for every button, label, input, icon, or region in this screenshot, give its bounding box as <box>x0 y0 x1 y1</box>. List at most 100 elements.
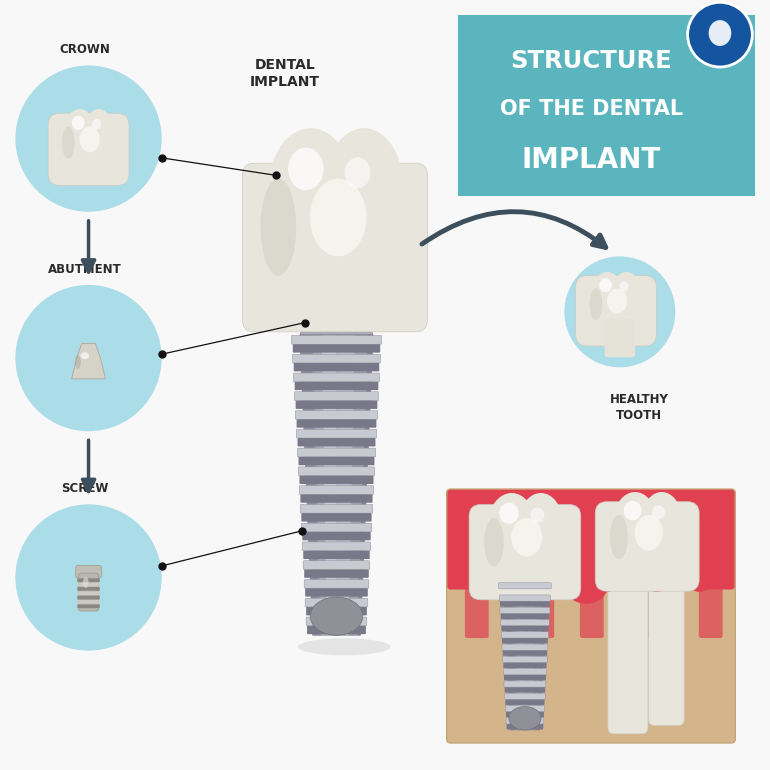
FancyBboxPatch shape <box>300 475 373 484</box>
FancyBboxPatch shape <box>604 319 635 357</box>
FancyBboxPatch shape <box>293 354 380 363</box>
FancyBboxPatch shape <box>77 587 100 591</box>
Text: ABUTMENT: ABUTMENT <box>48 263 122 276</box>
Ellipse shape <box>599 278 612 292</box>
FancyBboxPatch shape <box>580 564 604 638</box>
FancyBboxPatch shape <box>77 596 100 599</box>
Ellipse shape <box>92 119 102 129</box>
FancyBboxPatch shape <box>505 705 544 711</box>
Polygon shape <box>504 583 546 730</box>
Ellipse shape <box>614 492 656 547</box>
FancyBboxPatch shape <box>502 644 548 651</box>
FancyBboxPatch shape <box>499 595 551 601</box>
FancyBboxPatch shape <box>77 578 100 582</box>
Ellipse shape <box>613 272 641 309</box>
FancyBboxPatch shape <box>300 486 373 494</box>
Circle shape <box>688 2 752 67</box>
FancyBboxPatch shape <box>77 600 100 604</box>
Ellipse shape <box>72 116 85 130</box>
FancyBboxPatch shape <box>302 542 371 551</box>
FancyBboxPatch shape <box>304 569 369 578</box>
Ellipse shape <box>563 561 609 604</box>
Ellipse shape <box>65 109 95 149</box>
Polygon shape <box>348 335 368 635</box>
FancyBboxPatch shape <box>296 430 377 438</box>
FancyBboxPatch shape <box>296 400 377 409</box>
FancyBboxPatch shape <box>507 723 544 729</box>
Ellipse shape <box>83 577 89 588</box>
Ellipse shape <box>85 109 113 147</box>
FancyBboxPatch shape <box>500 608 550 614</box>
Polygon shape <box>322 335 336 635</box>
FancyBboxPatch shape <box>77 604 100 608</box>
Ellipse shape <box>499 503 519 524</box>
FancyBboxPatch shape <box>502 638 547 644</box>
FancyBboxPatch shape <box>295 410 378 419</box>
FancyBboxPatch shape <box>531 564 554 638</box>
FancyBboxPatch shape <box>500 613 549 619</box>
FancyBboxPatch shape <box>299 457 374 465</box>
Circle shape <box>15 285 162 431</box>
Ellipse shape <box>310 597 363 635</box>
Ellipse shape <box>652 505 665 520</box>
Ellipse shape <box>624 500 641 521</box>
Ellipse shape <box>682 554 717 592</box>
FancyBboxPatch shape <box>501 632 548 638</box>
FancyBboxPatch shape <box>298 467 375 476</box>
FancyBboxPatch shape <box>501 625 548 631</box>
FancyBboxPatch shape <box>504 686 545 693</box>
FancyBboxPatch shape <box>306 607 367 615</box>
FancyBboxPatch shape <box>575 276 656 346</box>
FancyBboxPatch shape <box>503 650 547 656</box>
Polygon shape <box>504 583 516 730</box>
Polygon shape <box>311 335 327 635</box>
Ellipse shape <box>75 355 81 369</box>
FancyBboxPatch shape <box>469 504 581 600</box>
FancyBboxPatch shape <box>504 675 546 681</box>
Ellipse shape <box>610 515 628 559</box>
Ellipse shape <box>642 492 681 544</box>
FancyBboxPatch shape <box>296 419 377 427</box>
FancyBboxPatch shape <box>297 438 376 447</box>
FancyBboxPatch shape <box>504 662 547 668</box>
FancyBboxPatch shape <box>79 573 99 611</box>
Polygon shape <box>357 335 373 635</box>
FancyBboxPatch shape <box>306 617 367 626</box>
FancyBboxPatch shape <box>304 580 369 588</box>
Circle shape <box>564 256 675 367</box>
FancyBboxPatch shape <box>303 561 370 569</box>
FancyArrowPatch shape <box>422 212 606 247</box>
FancyBboxPatch shape <box>77 583 100 587</box>
Ellipse shape <box>592 272 622 311</box>
Polygon shape <box>532 583 543 730</box>
FancyBboxPatch shape <box>301 523 372 532</box>
Polygon shape <box>72 343 105 379</box>
Polygon shape <box>517 583 525 730</box>
FancyBboxPatch shape <box>637 564 661 638</box>
FancyBboxPatch shape <box>500 588 551 594</box>
Ellipse shape <box>288 148 323 190</box>
Polygon shape <box>510 583 519 730</box>
FancyBboxPatch shape <box>295 381 378 390</box>
FancyBboxPatch shape <box>447 490 735 590</box>
Text: HEALTHY
TOOTH: HEALTHY TOOTH <box>610 393 668 422</box>
FancyBboxPatch shape <box>608 577 648 734</box>
Ellipse shape <box>484 518 504 566</box>
FancyBboxPatch shape <box>303 551 370 559</box>
FancyBboxPatch shape <box>500 620 549 626</box>
FancyBboxPatch shape <box>303 531 370 541</box>
Ellipse shape <box>520 493 562 549</box>
Text: IMPLANT: IMPLANT <box>522 146 661 174</box>
FancyBboxPatch shape <box>243 163 427 332</box>
Polygon shape <box>339 335 355 635</box>
FancyBboxPatch shape <box>293 373 380 382</box>
Ellipse shape <box>639 554 674 592</box>
Ellipse shape <box>325 128 403 241</box>
FancyBboxPatch shape <box>504 668 547 675</box>
FancyBboxPatch shape <box>301 513 372 521</box>
Polygon shape <box>300 335 321 635</box>
Ellipse shape <box>509 707 541 730</box>
FancyBboxPatch shape <box>294 392 379 400</box>
FancyBboxPatch shape <box>699 564 722 638</box>
Text: DENTAL
IMPLANT: DENTAL IMPLANT <box>250 58 320 89</box>
